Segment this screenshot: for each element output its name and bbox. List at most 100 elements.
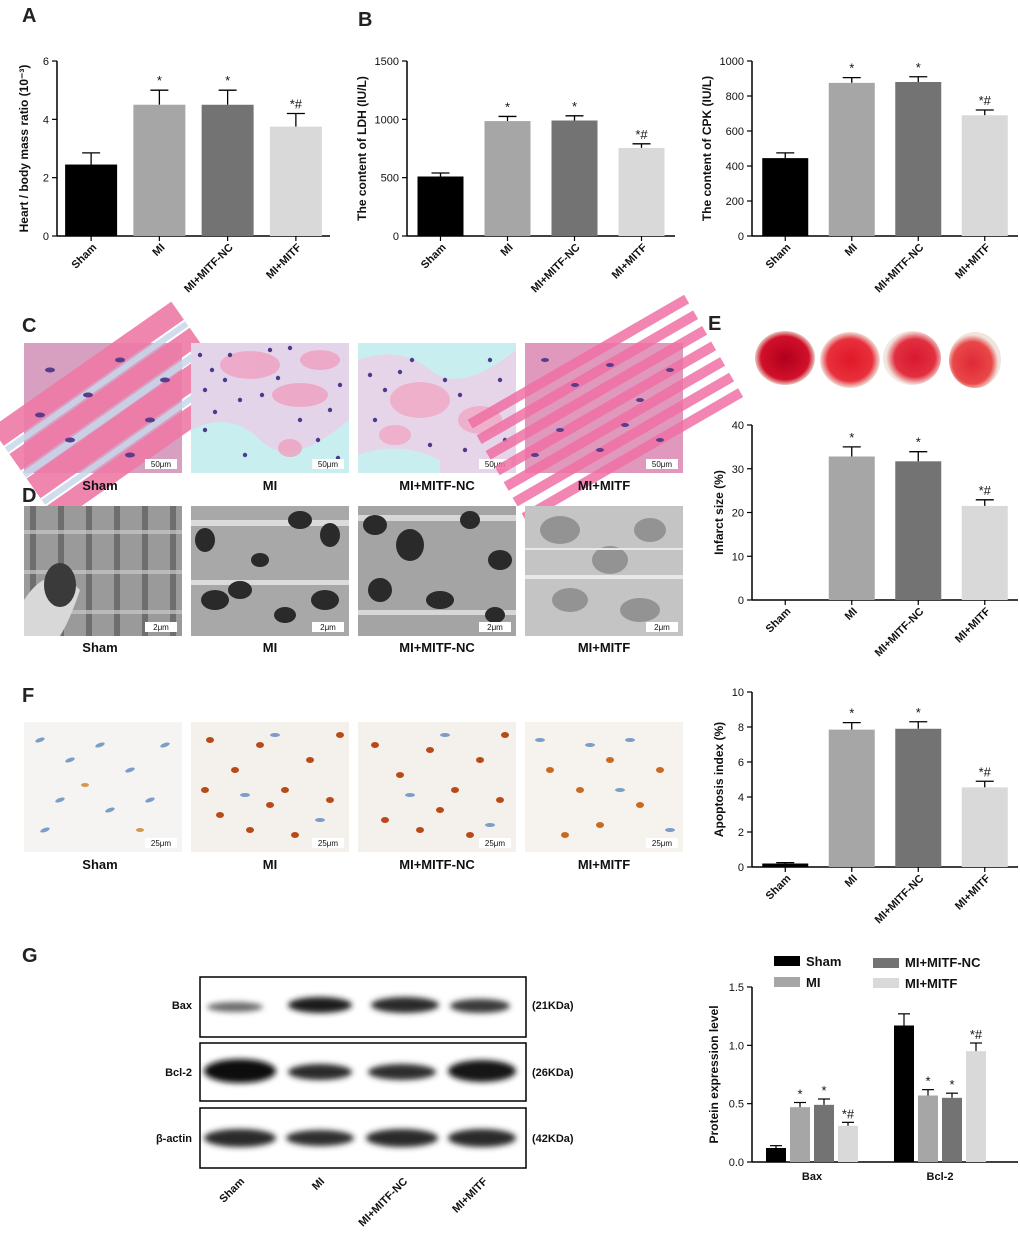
x-tick-label: MI+MITF-NC xyxy=(529,242,583,296)
scale-bar-label: 25μm xyxy=(318,839,339,848)
x-tick-label: MI+MITF xyxy=(953,872,993,912)
x-tick-label: MI xyxy=(498,242,515,259)
legend-swatch-mi xyxy=(774,977,800,987)
band xyxy=(288,997,352,1013)
he-label-mi-mitf: MI+MITF xyxy=(578,478,630,493)
bar-mi xyxy=(828,456,875,600)
band xyxy=(288,1064,352,1080)
tem-label-mi-mitf: MI+MITF xyxy=(578,640,630,655)
bar-bcl-2-mi xyxy=(918,1095,938,1162)
tunel-image-mi: 25μm xyxy=(191,722,349,852)
bar-sham xyxy=(762,158,809,236)
tem-label-mi-mitf-nc: MI+MITF-NC xyxy=(399,640,475,655)
bar-mi xyxy=(828,729,875,867)
y-tick-label: 6 xyxy=(738,757,744,769)
band xyxy=(204,1059,276,1083)
bar-mi-mitf-nc xyxy=(895,82,942,236)
bar-bcl-2-mi-mitf xyxy=(966,1051,986,1162)
significance-label: * xyxy=(916,435,921,450)
tunel-image-mi-mitf-nc: 25μm xyxy=(358,722,516,852)
y-tick-label: 4 xyxy=(43,114,49,126)
bar-bax-mi-mitf-nc xyxy=(814,1104,834,1162)
chart-heart-body-ratio: 0 2 4 6 Heart / body mass ratio (10⁻³) Sham * M… xyxy=(17,56,330,295)
bar-mi xyxy=(484,121,531,236)
y-tick-label: 6 xyxy=(43,56,49,68)
band xyxy=(366,1129,438,1147)
x-tick-label: Sham xyxy=(764,872,794,902)
blot-lane-sham: Sham xyxy=(217,1175,247,1205)
bar-bcl-2-sham xyxy=(894,1025,914,1162)
blot-lane-mi-mitf: MI+MITF xyxy=(450,1175,490,1215)
x-tick-label: MI xyxy=(843,242,860,259)
y-tick-label: 2 xyxy=(738,827,744,839)
significance-label: * xyxy=(797,1087,802,1102)
bar-bax-mi-mitf xyxy=(838,1125,858,1162)
x-tick-label: MI+MITF xyxy=(953,241,993,281)
blot-lane-mi: MI xyxy=(310,1176,327,1193)
scale-bar-label: 25μm xyxy=(485,839,506,848)
bar-mi-mitf xyxy=(961,787,1008,867)
bar-bcl-2-mi-mitf-nc xyxy=(942,1097,962,1162)
tem-image-mi: 2μm xyxy=(191,506,349,636)
y-tick-label: 0 xyxy=(738,595,744,607)
x-tick-label: Bax xyxy=(802,1171,823,1183)
bar-bax-mi xyxy=(790,1107,810,1162)
chart-protein-expression: 0.0 0.5 1.0 1.5 Protein expression level * * *#… xyxy=(707,982,1018,1183)
significance-label: *# xyxy=(970,1027,983,1042)
bar-sham xyxy=(417,176,464,236)
scale-bar-label: 2μm xyxy=(654,623,670,632)
y-tick-label: 600 xyxy=(726,126,744,138)
he-image-mi-mitf-nc: 50μm xyxy=(358,343,516,473)
y-axis-label: The content of CPK (IU/L) xyxy=(700,76,714,221)
legend-swatch-mi-mitf xyxy=(873,978,899,988)
panel-label-d: D xyxy=(22,485,36,507)
band xyxy=(368,1064,436,1080)
x-tick-label: Sham xyxy=(764,241,794,271)
y-tick-label: 10 xyxy=(732,687,744,699)
scale-bar-label: 50μm xyxy=(318,460,339,469)
bar-mi-mitf-nc xyxy=(551,120,598,236)
y-tick-label: 10 xyxy=(732,551,744,563)
significance-label: * xyxy=(949,1077,954,1092)
y-tick-label: 2 xyxy=(43,173,49,185)
scale-bar-label: 25μm xyxy=(652,839,673,848)
bar-mi-mitf-nc xyxy=(895,728,942,867)
band xyxy=(450,999,510,1013)
scale-bar-label: 50μm xyxy=(151,460,172,469)
scale-bar-label: 2μm xyxy=(153,623,169,632)
x-tick-label: MI+MITF xyxy=(953,605,993,645)
significance-label: * xyxy=(849,61,854,76)
legend-label-mi: MI xyxy=(806,975,820,990)
tem-label-mi: MI xyxy=(263,640,277,655)
y-tick-label: 8 xyxy=(738,722,744,734)
significance-label: *# xyxy=(979,764,992,779)
heart-slice-mi xyxy=(820,332,880,388)
legend-swatch-mi-mitf-nc xyxy=(873,958,899,968)
scale-bar-label: 50μm xyxy=(485,460,506,469)
chart-apoptosis-index: 0 2 4 6 8 10 Apoptosis index (%) Sham * MI * MI+MIT… xyxy=(712,687,1018,926)
significance-label: * xyxy=(849,430,854,445)
blot-size-bax: (21KDa) xyxy=(532,1000,574,1012)
blot-size-beta-actin: (42KDa) xyxy=(532,1133,574,1145)
significance-label: * xyxy=(225,73,230,88)
x-tick-label: MI xyxy=(150,242,167,259)
legend-label-mi-mitf: MI+MITF xyxy=(905,976,957,991)
blot-size-bcl2: (26KDa) xyxy=(532,1067,574,1079)
y-tick-label: 800 xyxy=(726,91,744,103)
y-axis-label: Infarct size (%) xyxy=(712,470,726,555)
y-tick-label: 4 xyxy=(738,792,744,804)
he-image-mi-mitf: 50μm xyxy=(467,294,744,522)
tunel-label-mi: MI xyxy=(263,857,277,872)
panel-label-e: E xyxy=(708,313,721,335)
panel-label-c: C xyxy=(22,315,36,337)
y-axis-label: Protein expression level xyxy=(707,1005,721,1143)
tunel-label-mi-mitf-nc: MI+MITF-NC xyxy=(399,857,475,872)
legend-label-sham: Sham xyxy=(806,954,841,969)
panel-label-g: G xyxy=(22,945,38,967)
heart-slice-mi-mitf-nc xyxy=(883,331,941,385)
band xyxy=(204,1129,276,1147)
x-tick-label: MI xyxy=(843,873,860,890)
tem-image-mi-mitf: 2μm xyxy=(525,506,683,636)
scale-bar-label: 25μm xyxy=(151,839,172,848)
